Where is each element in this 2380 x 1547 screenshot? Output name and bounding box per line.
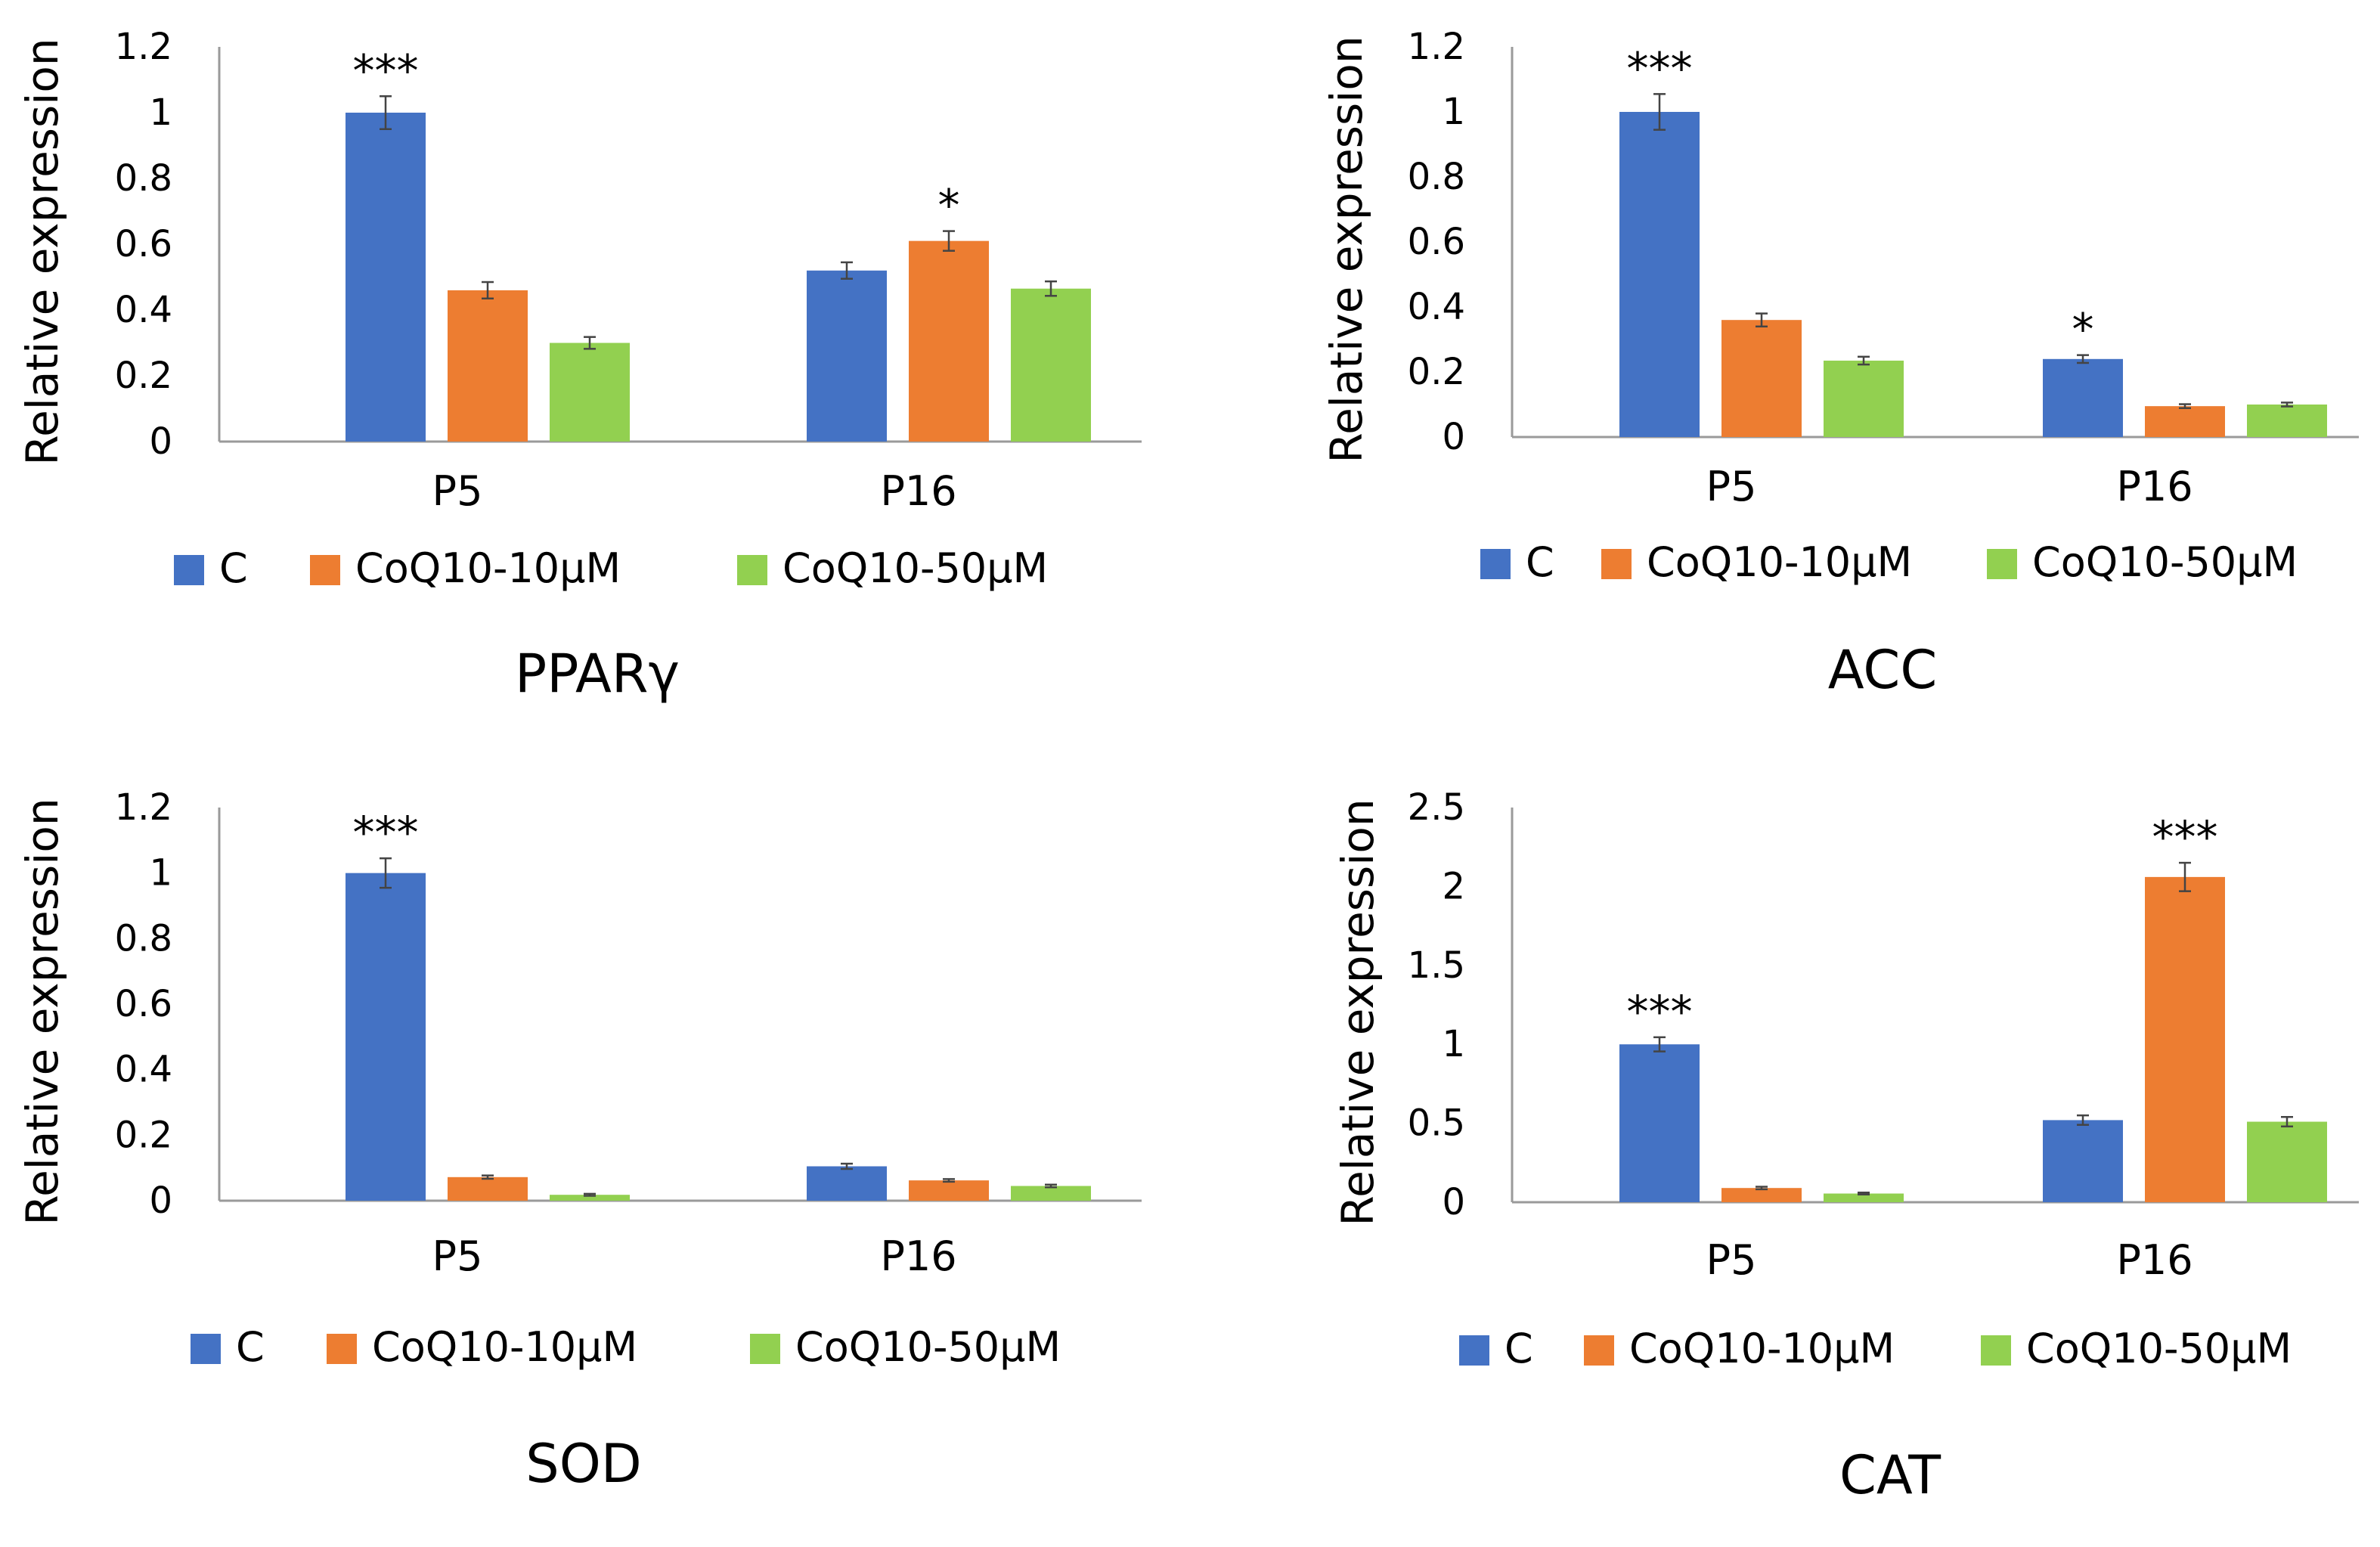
bar-c-p16	[2043, 358, 2123, 437]
legend-swatch	[750, 1334, 780, 1364]
y-tick-label: 1.2	[115, 786, 172, 829]
bar-coq10-50-m-p16	[1011, 1186, 1091, 1201]
y-tick-label: 0.8	[1408, 156, 1465, 198]
bar-coq10-50-m-p5	[550, 343, 630, 442]
panel-title: CAT	[1839, 1444, 1941, 1506]
legend-label: CoQ10-50μM	[2026, 1325, 2292, 1372]
significance-annotation: ***	[353, 45, 419, 96]
legend-swatch	[1987, 549, 2017, 579]
bar-coq10-10-m-p16	[2145, 876, 2225, 1202]
significance-annotation: *	[938, 180, 960, 231]
y-tick-label: 0	[149, 1180, 172, 1222]
y-tick-label: 2.5	[1408, 786, 1465, 829]
bar-coq10-50-m-p16	[1011, 288, 1091, 442]
y-tick-label: 1.5	[1408, 944, 1465, 987]
bar-coq10-50-m-p5	[550, 1195, 630, 1201]
x-category-label: P5	[432, 1232, 483, 1280]
bar-coq10-10-m-p5	[448, 1177, 528, 1201]
legend-swatch	[1601, 549, 1632, 579]
y-tick-label: 1	[1442, 1023, 1465, 1065]
legend-label: C	[1505, 1325, 1533, 1372]
y-tick-label: 0	[1442, 416, 1465, 458]
bar-coq10-10-m-p5	[1721, 320, 1802, 437]
y-tick-label: 1.2	[115, 26, 172, 68]
x-category-label: P16	[2116, 1236, 2193, 1284]
panel-title: SOD	[525, 1433, 641, 1495]
legend-label: CoQ10-10μM	[372, 1323, 637, 1371]
y-tick-label: 0.6	[1408, 221, 1465, 263]
bar-c-p5	[346, 873, 426, 1201]
legend-swatch	[174, 555, 204, 585]
y-tick-label: 0.4	[115, 289, 172, 331]
y-axis-label: Relative expression	[17, 798, 68, 1225]
bar-coq10-50-m-p5	[1824, 1193, 1904, 1202]
y-tick-label: 1	[1442, 91, 1465, 133]
bar-c-p5	[346, 113, 426, 442]
bar-c-p5	[1619, 112, 1700, 437]
significance-annotation: ***	[1627, 42, 1693, 94]
bar-coq10-50-m-p16	[2247, 405, 2327, 437]
legend-label: CoQ10-50μM	[2032, 538, 2298, 586]
panel-title: ACC	[1828, 639, 1937, 701]
x-category-label: P5	[432, 467, 483, 515]
y-tick-label: 1.2	[1408, 26, 1465, 68]
significance-annotation: *	[2072, 304, 2094, 355]
y-tick-label: 0.4	[115, 1049, 172, 1091]
y-tick-label: 0.2	[115, 1114, 172, 1156]
y-tick-label: 1	[149, 852, 172, 894]
legend-swatch	[737, 555, 767, 585]
y-tick-label: 1	[149, 91, 172, 134]
y-tick-label: 0.8	[115, 917, 172, 960]
legend-label: CoQ10-10μM	[1647, 538, 1912, 586]
legend-label: C	[1526, 538, 1554, 586]
significance-annotation: ***	[353, 807, 419, 858]
legend-label: CoQ10-50μM	[782, 544, 1048, 592]
y-axis-label: Relative expression	[1321, 36, 1372, 463]
legend-swatch	[1459, 1335, 1489, 1366]
legend-swatch	[310, 555, 340, 585]
bar-c-p16	[807, 270, 887, 442]
legend-label: C	[219, 544, 248, 592]
legend-swatch	[1480, 549, 1511, 579]
bar-coq10-10-m-p5	[1721, 1188, 1802, 1202]
legend-swatch	[191, 1334, 221, 1364]
bar-coq10-50-m-p5	[1824, 360, 1904, 437]
y-tick-label: 0.6	[115, 983, 172, 1025]
y-tick-label: 0.8	[115, 157, 172, 200]
panel-title: PPARγ	[515, 643, 680, 705]
significance-annotation: ***	[1627, 986, 1693, 1037]
x-category-label: P5	[1706, 1236, 1757, 1284]
y-tick-label: 0.6	[115, 223, 172, 265]
bar-coq10-10-m-p16	[2145, 406, 2225, 437]
bar-c-p16	[2043, 1120, 2123, 1202]
y-tick-label: 0.2	[115, 355, 172, 397]
legend-swatch	[1981, 1335, 2011, 1366]
x-category-label: P5	[1706, 463, 1757, 510]
y-tick-label: 2	[1442, 865, 1465, 907]
x-category-label: P16	[880, 467, 956, 515]
y-axis-label: Relative expression	[17, 38, 68, 465]
legend-label: CoQ10-10μM	[355, 544, 621, 592]
bar-coq10-50-m-p16	[2247, 1121, 2327, 1202]
y-axis-label: Relative expression	[1332, 798, 1384, 1226]
bar-coq10-10-m-p5	[448, 290, 528, 442]
y-tick-label: 0	[1442, 1181, 1465, 1223]
y-tick-label: 0.2	[1408, 351, 1465, 393]
bar-coq10-10-m-p16	[909, 1180, 989, 1201]
legend-label: CoQ10-10μM	[1629, 1325, 1895, 1372]
legend-swatch	[327, 1334, 357, 1364]
legend-swatch	[1584, 1335, 1614, 1366]
bar-c-p16	[807, 1166, 887, 1201]
bar-c-p5	[1619, 1044, 1700, 1202]
x-category-label: P16	[880, 1232, 956, 1280]
significance-annotation: ***	[2152, 811, 2218, 863]
bar-coq10-10-m-p16	[909, 240, 989, 442]
x-category-label: P16	[2116, 463, 2193, 510]
legend-label: C	[236, 1323, 265, 1371]
y-tick-label: 0	[149, 420, 172, 463]
y-tick-label: 0.4	[1408, 286, 1465, 328]
y-tick-label: 0.5	[1408, 1102, 1465, 1145]
legend-label: CoQ10-50μM	[795, 1323, 1061, 1371]
